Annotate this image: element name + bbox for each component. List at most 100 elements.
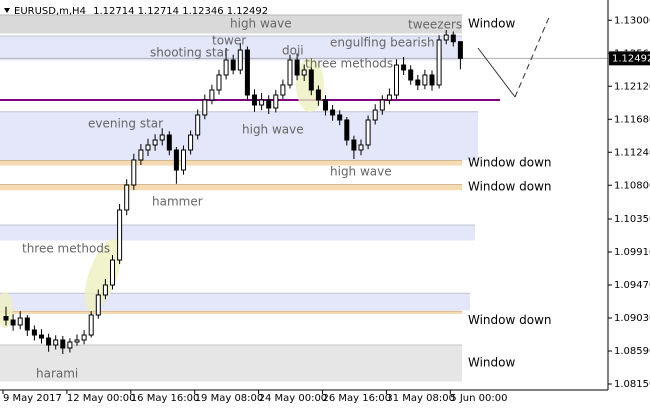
candle-body (429, 74, 435, 86)
x-tick-label: 12 May 00:00 (67, 393, 136, 404)
candle-body (323, 99, 328, 111)
pattern-label: three methods (22, 242, 110, 256)
header-icon (4, 8, 10, 13)
pattern-label: doji (282, 44, 304, 58)
candle-body (330, 109, 336, 116)
candle-body (266, 99, 272, 109)
candle-body (344, 119, 350, 141)
zone-label: Window down (468, 313, 552, 327)
candle-body (188, 134, 194, 151)
y-tick-label: 1.09030 (614, 313, 650, 324)
zone (0, 225, 475, 240)
candle-body (280, 84, 286, 96)
candle-body (131, 159, 137, 186)
candle-body (53, 339, 59, 346)
pattern-label: high wave (230, 17, 292, 31)
candle-body (39, 334, 44, 339)
zone (0, 15, 462, 33)
candle-body (81, 334, 87, 341)
y-tick-label: 1.08590 (614, 346, 650, 357)
candle-body (287, 59, 293, 86)
candle-body (181, 149, 186, 171)
price-box (609, 51, 650, 66)
candle-body (244, 49, 250, 96)
zone-label: Window down (468, 155, 552, 169)
candle-body (3, 316, 9, 321)
x-tick-label: 9 May 2017 (3, 393, 62, 404)
candle-body (209, 89, 215, 101)
candle-body (351, 139, 357, 151)
symbol: EURUSD,m,H4 (14, 6, 86, 17)
candle-body (173, 149, 179, 171)
candle-body (386, 94, 392, 101)
candle-body (259, 99, 265, 106)
y-tick-label: 1.11240 (614, 147, 650, 158)
zone (0, 36, 462, 60)
candle-body (365, 119, 371, 146)
pattern-label: tweezers (408, 18, 462, 32)
candle-body (450, 34, 456, 43)
y-tick-label: 1.10350 (614, 214, 650, 225)
pattern-label: evening star (88, 117, 163, 131)
x-tick-label: 24 May 00:00 (259, 393, 328, 404)
candle-body (315, 89, 321, 101)
candle-body (60, 339, 66, 349)
candle-body (10, 319, 16, 326)
close: 1.12492 (227, 6, 268, 17)
y-tick-label: 1.08150 (614, 379, 650, 390)
x-tick-label: 16 May 16:00 (131, 393, 200, 404)
candle-body (372, 109, 378, 121)
candle-body (138, 149, 144, 161)
open: 1.12714 (93, 6, 134, 17)
candle-body (31, 329, 37, 336)
candle-body (415, 79, 421, 86)
candle-body (443, 34, 449, 41)
candle-body (216, 74, 222, 91)
candle-body (401, 64, 407, 71)
candle-body (379, 99, 385, 111)
candle-body (117, 209, 123, 261)
pattern-label: three methods (305, 57, 393, 71)
pattern-label: shooting star (150, 46, 229, 60)
candle-body (223, 59, 229, 76)
x-tick-label: 26 May 16:00 (323, 393, 392, 404)
zone-label: Window down (468, 180, 552, 194)
y-tick-label: 1.10800 (614, 180, 650, 191)
candle-body (202, 99, 208, 116)
y-tick-label: 1.09470 (614, 280, 650, 291)
candle-body (408, 69, 414, 81)
candle-body (457, 41, 463, 59)
candle-body (337, 114, 343, 121)
zone (0, 345, 462, 381)
candle-body (358, 144, 364, 151)
candle-body (124, 184, 130, 211)
candle-body (67, 341, 73, 349)
plot (0, 30, 608, 354)
candle-body (394, 64, 399, 96)
candle-body (273, 94, 279, 109)
header: EURUSD,m,H4 1.12714 1.12714 1.12346 1.12… (14, 6, 268, 17)
pattern-label: high wave (242, 123, 304, 137)
y-tick-label: 1.11680 (614, 114, 650, 125)
price-label: 1.12492 (612, 53, 650, 64)
zone (0, 311, 462, 314)
candle-body (294, 59, 300, 76)
candle-body (195, 114, 201, 136)
candle-body (422, 74, 428, 86)
low: 1.12346 (182, 6, 223, 17)
candle-body (46, 337, 52, 346)
candle-body (308, 69, 314, 91)
zone (0, 293, 470, 310)
candle-body (152, 139, 158, 146)
candle-body (17, 317, 23, 326)
candle-body (110, 259, 115, 286)
x-tick-label: 19 May 08:00 (195, 393, 264, 404)
pattern-label: engulfing bearish (330, 36, 435, 50)
x-tick-label: 5 Jun 00:00 (450, 393, 507, 404)
candle-body (88, 314, 94, 336)
zone (0, 184, 462, 190)
candle-body (95, 294, 101, 316)
candle-body (301, 69, 307, 76)
